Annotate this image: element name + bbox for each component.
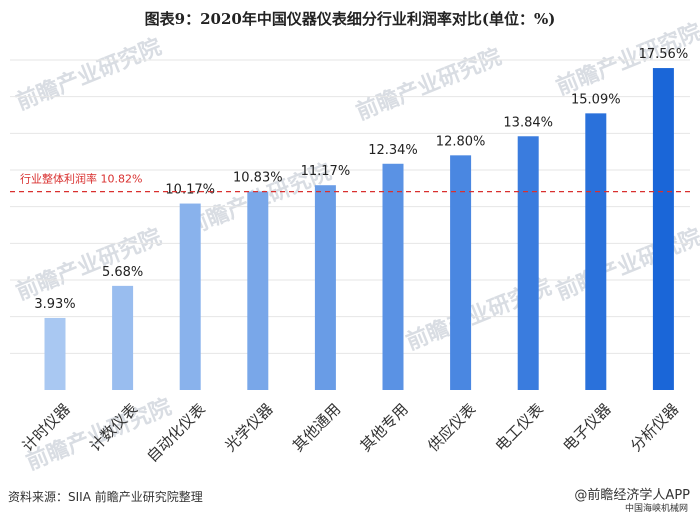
bar [247,191,269,390]
x-tick-label: 电子仪器 [559,400,614,455]
bar-value-label: 15.09% [571,92,621,107]
bar [652,68,674,391]
bar-value-label: 10.83% [233,170,283,185]
bar [112,285,134,390]
watermark-text: 前瞻产业研究院 [553,224,700,306]
grid-lines [10,59,690,354]
x-tick-label: 光学仪器 [221,400,276,455]
bar-value-label: 5.68% [102,265,143,280]
bar [382,163,404,390]
bar-value-label: 12.34% [368,143,418,158]
reference-line-label: 行业整体利润率 10.82% [20,172,142,186]
bar-value-label: 10.17% [165,183,215,198]
x-tick-label: 电工仪表 [492,400,547,455]
bar-value-label: 12.80% [436,134,486,149]
x-tick-labels-group: 计时仪器 计数仪表 自动化仪表 光学仪器 其他通用 其他专用 供应仪表 电工仪表 电子仪器 分析仪… [19,400,683,466]
x-tick-label: 供应仪表 [424,400,479,455]
bars-group [44,68,674,391]
reference-line-group: 行业整体利润率 10.82% [10,172,690,193]
bar [179,203,201,390]
x-tick-label: 其他通用 [289,400,344,455]
chart-title: 图表9：2020年中国仪器仪表细分行业利润率对比(单位：%) [144,10,556,28]
x-tick-label: 分析仪器 [627,400,682,455]
bar [450,155,472,390]
value-labels-group: 3.93% 5.68% 10.17% 10.83% 11.17% 12.34% 12.80%… [34,47,688,312]
bar [585,113,607,390]
brand-sub-credit: 中国海峡机械网 [624,504,688,514]
bar-value-label: 17.56% [639,47,689,62]
bar [44,317,66,390]
watermark-text: 前瞻产业研究院 [13,34,166,116]
source-note: 资料来源：SIIA 前瞻产业研究院整理 [8,490,203,504]
bar [517,136,539,390]
x-tick-label: 其他专用 [357,400,412,455]
brand-credit: @前瞻经济学人APP [574,488,690,503]
bar [314,185,336,390]
profit-margin-bar-chart: 前瞻产业研究院 前瞻产业研究院前瞻产业研究院前瞻产业研究院前瞻产业研究院前瞻产业研… [10,19,700,476]
bar-value-label: 11.17% [301,164,351,179]
bar-value-label: 13.84% [503,115,553,130]
watermark-text: 前瞻产业研究院 [353,44,506,126]
bar-value-label: 3.93% [34,297,75,312]
